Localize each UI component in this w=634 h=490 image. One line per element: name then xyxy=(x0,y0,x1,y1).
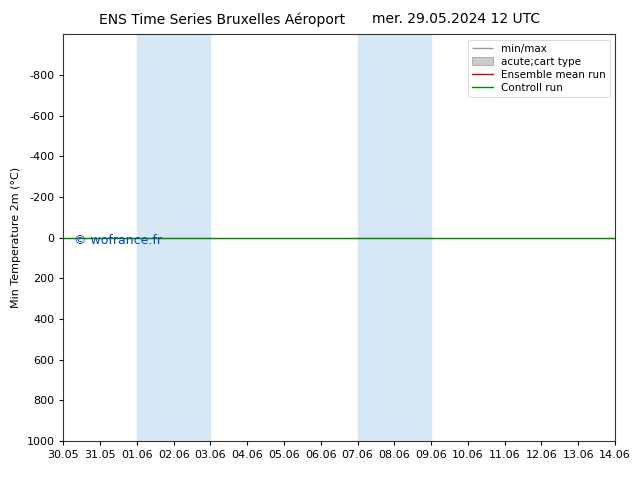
Y-axis label: Min Temperature 2m (°C): Min Temperature 2m (°C) xyxy=(11,167,21,308)
Text: mer. 29.05.2024 12 UTC: mer. 29.05.2024 12 UTC xyxy=(372,12,541,26)
Text: ENS Time Series Bruxelles Aéroport: ENS Time Series Bruxelles Aéroport xyxy=(99,12,345,27)
Bar xyxy=(137,34,210,441)
Text: © wofrance.fr: © wofrance.fr xyxy=(74,234,162,247)
Bar xyxy=(358,34,431,441)
Legend: min/max, acute;cart type, Ensemble mean run, Controll run: min/max, acute;cart type, Ensemble mean … xyxy=(467,40,610,97)
